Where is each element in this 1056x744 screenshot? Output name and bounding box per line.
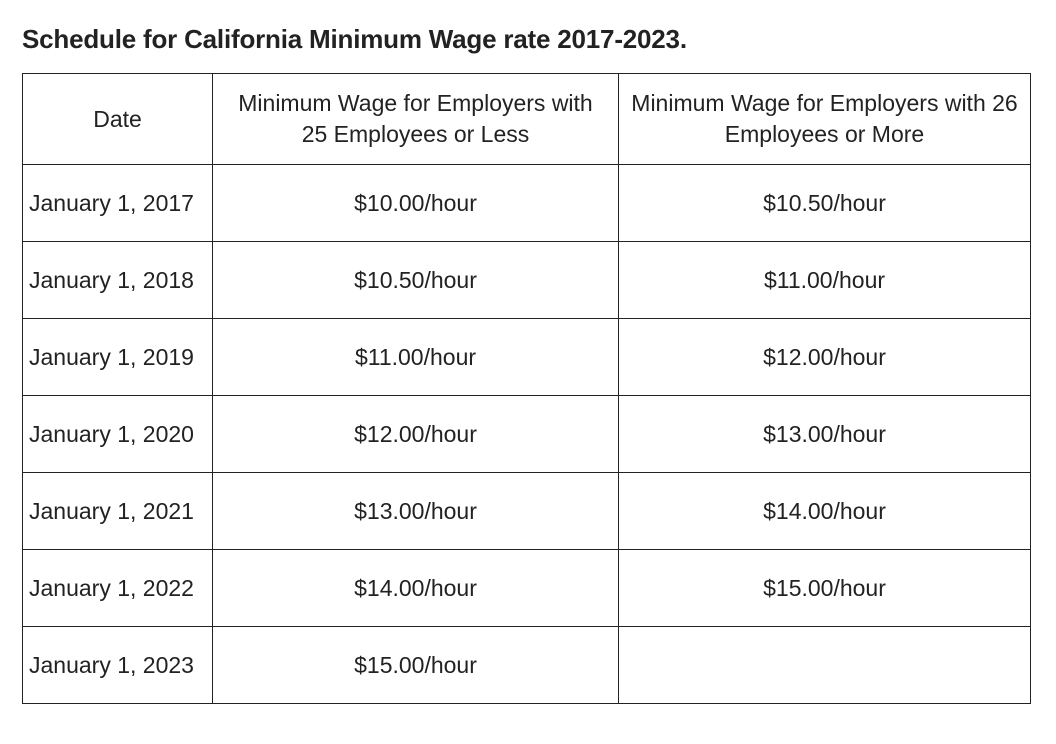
cell-small: $12.00/hour	[213, 396, 619, 473]
table-row: January 1, 2021 $13.00/hour $14.00/hour	[23, 473, 1031, 550]
cell-large: $14.00/hour	[619, 473, 1031, 550]
cell-small: $15.00/hour	[213, 627, 619, 704]
table-row: January 1, 2020 $12.00/hour $13.00/hour	[23, 396, 1031, 473]
table-header-small: Minimum Wage for Employers with 25 Emplo…	[213, 74, 619, 165]
table-row: January 1, 2023 $15.00/hour	[23, 627, 1031, 704]
cell-small: $10.00/hour	[213, 165, 619, 242]
table-header-date: Date	[23, 74, 213, 165]
cell-date: January 1, 2022	[23, 550, 213, 627]
table-row: January 1, 2022 $14.00/hour $15.00/hour	[23, 550, 1031, 627]
table-row: January 1, 2018 $10.50/hour $11.00/hour	[23, 242, 1031, 319]
cell-large: $12.00/hour	[619, 319, 1031, 396]
cell-large: $10.50/hour	[619, 165, 1031, 242]
cell-small: $13.00/hour	[213, 473, 619, 550]
cell-date: January 1, 2017	[23, 165, 213, 242]
cell-large: $15.00/hour	[619, 550, 1031, 627]
cell-small: $10.50/hour	[213, 242, 619, 319]
minimum-wage-table: Date Minimum Wage for Employers with 25 …	[22, 73, 1031, 704]
cell-small: $11.00/hour	[213, 319, 619, 396]
cell-date: January 1, 2018	[23, 242, 213, 319]
cell-date: January 1, 2019	[23, 319, 213, 396]
cell-large	[619, 627, 1031, 704]
cell-large: $11.00/hour	[619, 242, 1031, 319]
cell-date: January 1, 2023	[23, 627, 213, 704]
table-header-row: Date Minimum Wage for Employers with 25 …	[23, 74, 1031, 165]
table-row: January 1, 2017 $10.00/hour $10.50/hour	[23, 165, 1031, 242]
cell-large: $13.00/hour	[619, 396, 1031, 473]
table-header-large: Minimum Wage for Employers with 26 Emplo…	[619, 74, 1031, 165]
cell-small: $14.00/hour	[213, 550, 619, 627]
cell-date: January 1, 2020	[23, 396, 213, 473]
page-title: Schedule for California Minimum Wage rat…	[22, 24, 1034, 55]
table-row: January 1, 2019 $11.00/hour $12.00/hour	[23, 319, 1031, 396]
cell-date: January 1, 2021	[23, 473, 213, 550]
